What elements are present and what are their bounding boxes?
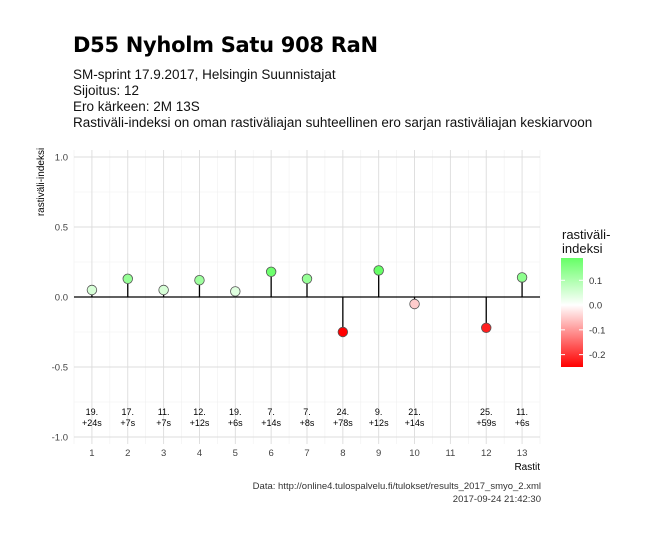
point-diff-label: +7s <box>120 418 135 428</box>
x-tick-label: 1 <box>89 448 94 459</box>
point-rank-label: 19. <box>86 407 99 417</box>
data-point <box>194 275 205 286</box>
data-point <box>265 266 277 278</box>
data-source-caption: Data: http://online4.tulospalvelu.fi/tul… <box>252 481 541 492</box>
point-diff-label: +8s <box>300 418 315 428</box>
data-point <box>230 286 241 297</box>
legend-tick-label: 0.1 <box>589 276 602 287</box>
point-rank-label: 9. <box>375 407 383 417</box>
x-tick-label: 11 <box>445 448 455 459</box>
subtitle-placement: Sijoitus: 12 <box>73 83 140 98</box>
x-tick-label: 9 <box>376 448 381 459</box>
y-tick-label: 0.0 <box>55 293 68 304</box>
x-tick-label: 5 <box>233 448 238 459</box>
point-rank-label: 7. <box>303 407 311 417</box>
chart-title: D55 Nyholm Satu 908 RaN <box>73 33 378 57</box>
data-point <box>86 284 98 296</box>
point-diff-label: +24s <box>82 418 102 428</box>
x-tick-label: 3 <box>161 448 166 459</box>
point-diff-label: +59s <box>476 418 496 428</box>
point-rank-label: 11. <box>158 407 170 417</box>
point-diff-label: +78s <box>333 418 353 428</box>
y-axis-label: rastiväli-indeksi <box>36 148 47 216</box>
legend-tick-label: -0.2 <box>589 350 605 361</box>
legend-tick-label: 0.0 <box>589 301 602 312</box>
point-diff-label: +14s <box>261 418 281 428</box>
y-tick-label: -1.0 <box>52 433 68 444</box>
legend-tick-label: -0.1 <box>589 325 605 336</box>
data-point <box>409 298 420 310</box>
data-point <box>337 326 349 338</box>
timestamp-caption: 2017-09-24 21:42:30 <box>452 494 541 505</box>
data-point <box>122 273 133 285</box>
point-rank-label: 21. <box>408 407 421 417</box>
x-tick-label: 6 <box>269 448 274 459</box>
point-rank-label: 12. <box>193 407 206 417</box>
legend-title-line1: rastiväli- <box>562 227 611 242</box>
x-tick-label: 13 <box>517 448 528 459</box>
data-point <box>158 284 169 296</box>
point-rank-label: 11. <box>516 407 528 417</box>
data-point <box>516 272 528 283</box>
legend-colorbar <box>561 258 583 367</box>
point-diff-label: +6s <box>515 418 530 428</box>
x-tick-label: 10 <box>409 448 420 459</box>
subtitle-difference: Ero kärkeen: 2M 13S <box>73 99 200 114</box>
point-rank-label: 7. <box>267 407 275 417</box>
x-axis-label: Rastit <box>514 462 540 473</box>
data-point <box>481 322 492 334</box>
point-diff-label: +14s <box>405 418 425 428</box>
y-tick-label: -0.5 <box>52 363 68 374</box>
point-diff-label: +6s <box>228 418 243 428</box>
subtitle-description: Rastiväli-indeksi on oman rastiväliajan … <box>73 115 593 130</box>
data-point <box>301 273 313 285</box>
x-tick-label: 7 <box>304 448 309 459</box>
x-tick-label: 2 <box>125 448 130 459</box>
x-tick-label: 4 <box>197 448 202 459</box>
subtitle-competition: SM-sprint 17.9.2017, Helsingin Suunnista… <box>73 67 336 82</box>
point-rank-label: 19. <box>229 407 242 417</box>
point-diff-label: +12s <box>369 418 389 428</box>
x-tick-label: 8 <box>340 448 345 459</box>
point-rank-label: 17. <box>122 407 135 417</box>
legend-title-line2: indeksi <box>562 241 603 256</box>
y-tick-label: 0.5 <box>55 223 68 234</box>
point-diff-label: +12s <box>190 418 210 428</box>
point-diff-label: +7s <box>156 418 171 428</box>
data-point <box>373 265 384 276</box>
point-rank-label: 24. <box>337 407 350 417</box>
point-rank-label: 25. <box>480 407 493 417</box>
y-tick-label: 1.0 <box>55 153 68 164</box>
x-tick-label: 12 <box>481 448 492 459</box>
